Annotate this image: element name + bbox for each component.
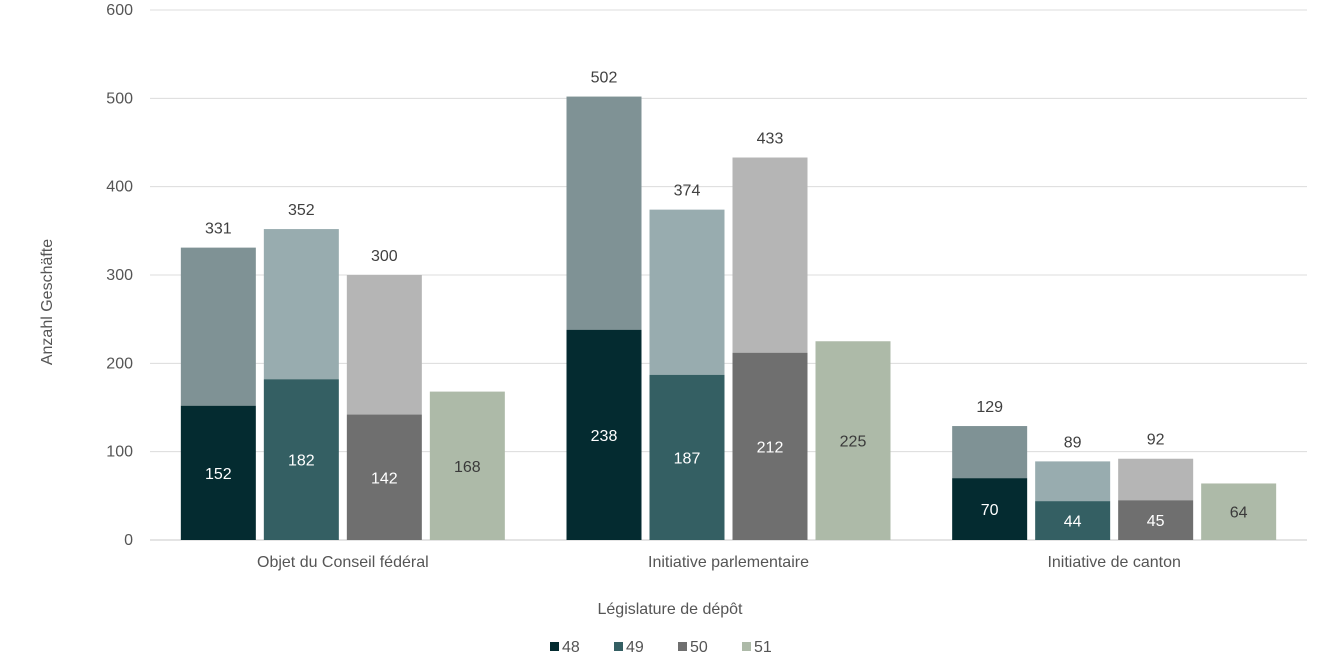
bar-series-48 [180, 405, 256, 540]
bar-series-51 [815, 341, 891, 540]
y-axis-ticks: 0 100 200 300 400 500 600 [106, 2, 133, 549]
y-tick-label: 400 [106, 179, 133, 196]
total-label: 433 [757, 131, 784, 148]
total-label: 300 [371, 248, 398, 265]
legend-swatch-50 [678, 642, 687, 651]
bar-total-49 [649, 209, 725, 375]
value-label: 70 [981, 502, 999, 519]
bar-series-50 [346, 414, 422, 540]
bar-total-50 [732, 157, 808, 353]
value-label: 45 [1147, 513, 1165, 530]
value-label: 44 [1064, 514, 1082, 531]
bar-series-50 [732, 352, 808, 540]
total-label: 331 [205, 221, 232, 238]
value-label: 212 [757, 439, 784, 456]
bar-series-51 [429, 391, 505, 540]
y-tick-label: 100 [106, 444, 133, 461]
legend-swatch-48 [550, 642, 559, 651]
bar-series-50 [1118, 500, 1194, 540]
bar-series-48 [952, 478, 1028, 540]
bar-series-51 [1201, 483, 1277, 540]
value-label: 142 [371, 470, 398, 487]
y-tick-label: 500 [106, 90, 133, 107]
bar-total-48 [566, 96, 642, 330]
bar-total-50 [346, 275, 422, 415]
value-label: 225 [840, 434, 867, 451]
y-axis-title: Anzahl Geschäfte [39, 239, 56, 365]
value-label: 64 [1230, 505, 1248, 522]
legend-swatch-49 [614, 642, 623, 651]
bar-total-50 [1118, 458, 1194, 501]
value-label: 168 [454, 459, 481, 476]
total-label: 502 [591, 70, 618, 87]
bar-series-49 [263, 379, 339, 540]
total-label: 92 [1147, 432, 1165, 449]
bar-total-49 [263, 229, 339, 380]
y-tick-label: 300 [106, 267, 133, 284]
y-tick-label: 0 [124, 532, 133, 549]
bar-series-49 [649, 374, 725, 540]
x-category-label: Initiative de canton [1047, 554, 1180, 571]
value-label: 238 [591, 428, 618, 445]
bar-total-49 [1035, 461, 1111, 502]
data-labels: 331 152 352 182 300 142 168 502 238 374 187 433 212 2… [205, 70, 1248, 531]
legend-label: 49 [626, 639, 644, 656]
total-label: 352 [288, 202, 315, 219]
x-category-label: Initiative parlementaire [648, 554, 809, 571]
legend-label: 48 [562, 639, 580, 656]
total-label: 374 [674, 183, 701, 200]
legend-label: 50 [690, 639, 708, 656]
legend: 48 49 50 51 [550, 639, 772, 656]
bar-series-49 [1035, 501, 1111, 540]
value-label: 187 [674, 450, 701, 467]
value-label: 182 [288, 453, 315, 470]
x-axis-categories: Objet du Conseil fédéral Initiative parle… [257, 554, 1181, 571]
bar-total-48 [952, 426, 1028, 479]
x-category-label: Objet du Conseil fédéral [257, 554, 429, 571]
legend-label: 51 [754, 639, 772, 656]
bars [180, 96, 1277, 540]
bar-series-48 [566, 329, 642, 540]
x-axis-title: Législature de dépôt [598, 601, 744, 618]
value-label: 152 [205, 466, 232, 483]
total-label: 129 [976, 399, 1003, 416]
gridlines [150, 9, 1307, 541]
legend-swatch-51 [742, 642, 751, 651]
y-tick-label: 600 [106, 2, 133, 19]
bar-total-48 [180, 247, 256, 406]
total-label: 89 [1064, 434, 1082, 451]
y-tick-label: 200 [106, 355, 133, 372]
